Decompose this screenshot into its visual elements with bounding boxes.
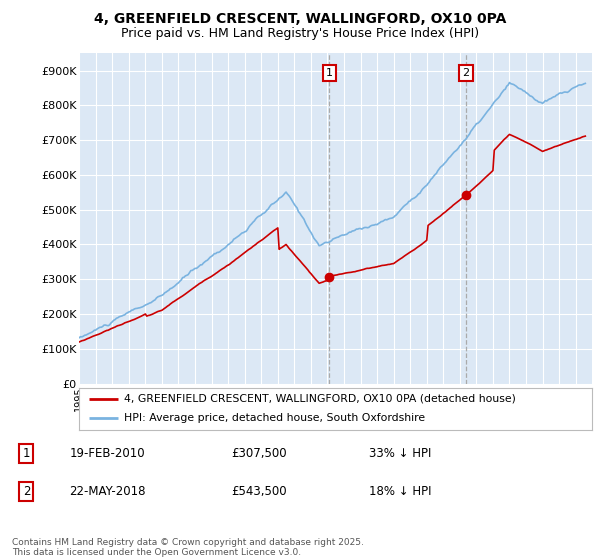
Text: 18% ↓ HPI: 18% ↓ HPI (369, 485, 431, 498)
Text: £543,500: £543,500 (231, 485, 287, 498)
Text: 4, GREENFIELD CRESCENT, WALLINGFORD, OX10 0PA (detached house): 4, GREENFIELD CRESCENT, WALLINGFORD, OX1… (124, 394, 516, 404)
Text: 1: 1 (23, 447, 30, 460)
Text: 4, GREENFIELD CRESCENT, WALLINGFORD, OX10 0PA: 4, GREENFIELD CRESCENT, WALLINGFORD, OX1… (94, 12, 506, 26)
Text: 2: 2 (23, 485, 30, 498)
Text: 33% ↓ HPI: 33% ↓ HPI (369, 447, 431, 460)
Text: Price paid vs. HM Land Registry's House Price Index (HPI): Price paid vs. HM Land Registry's House … (121, 27, 479, 40)
Text: £307,500: £307,500 (231, 447, 287, 460)
Text: 1: 1 (326, 68, 333, 78)
Text: HPI: Average price, detached house, South Oxfordshire: HPI: Average price, detached house, Sout… (124, 413, 425, 423)
Text: 19-FEB-2010: 19-FEB-2010 (70, 447, 145, 460)
Text: 22-MAY-2018: 22-MAY-2018 (70, 485, 146, 498)
Text: 2: 2 (463, 68, 470, 78)
Text: Contains HM Land Registry data © Crown copyright and database right 2025.
This d: Contains HM Land Registry data © Crown c… (12, 538, 364, 557)
